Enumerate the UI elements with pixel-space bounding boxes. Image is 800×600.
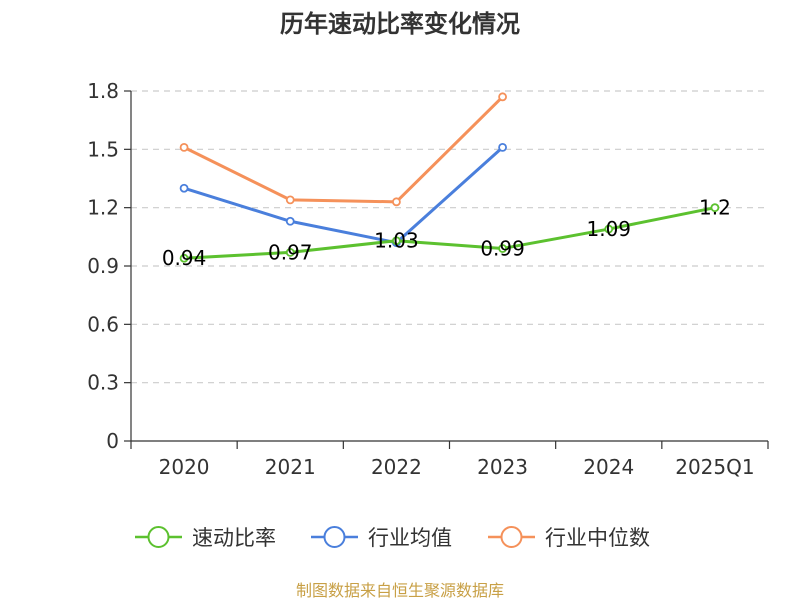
series-2	[179, 92, 507, 207]
legend-marker	[147, 526, 170, 548]
legend-item: 行业中位数	[488, 526, 650, 550]
legend-marker	[500, 526, 523, 548]
y-tick-label: 0.3	[87, 371, 119, 395]
data-point	[604, 224, 614, 234]
data-point	[392, 197, 401, 207]
data-point	[498, 142, 507, 152]
series-0	[179, 203, 720, 263]
data-point	[179, 183, 189, 193]
series-line	[183, 95, 504, 204]
y-tick-label: 1.8	[87, 79, 119, 103]
data-label: 1.03	[374, 229, 419, 253]
y-tick-label: 0.6	[87, 312, 119, 336]
data-label: 1.2	[699, 196, 731, 220]
legend-label: 行业中位数	[545, 526, 650, 550]
x-tick-label: 2024	[583, 455, 634, 479]
data-point	[710, 203, 720, 213]
grid-lines	[131, 90, 768, 384]
legend-marker	[323, 526, 346, 548]
legend: 速动比率 行业均值 行业中位数	[135, 526, 650, 550]
data-point	[179, 253, 189, 263]
y-tick-label: 1.2	[87, 196, 119, 220]
x-tick-label: 2020	[159, 455, 210, 479]
data-label: 1.09	[586, 217, 631, 241]
data-labels: 0.94 0.97 1.03 0.99 1.09 1.2	[162, 196, 731, 271]
y-tick-label: 0.9	[87, 254, 119, 278]
legend-label: 行业均值	[368, 526, 452, 550]
x-tick-label: 2022	[371, 455, 422, 479]
data-point	[392, 236, 401, 246]
data-point	[285, 195, 295, 205]
series-line	[183, 146, 504, 245]
y-tick-label: 1.5	[87, 137, 119, 161]
series-1	[179, 142, 507, 248]
y-tick-label: 0	[106, 429, 119, 453]
data-label: 0.97	[268, 240, 313, 264]
axes: 0 0.3 0.6 0.9 1.2 1.5 1.8 2020 2021 2022 2023 2024 2…	[87, 79, 769, 479]
data-point	[498, 244, 507, 253]
data-point	[498, 92, 507, 102]
data-point	[285, 247, 295, 257]
legend-label: 速动比率	[192, 526, 276, 550]
series-line	[184, 206, 716, 260]
x-tick-label: 2025Q1	[675, 455, 754, 479]
chart-title: 历年速动比率变化情况	[280, 10, 520, 38]
x-tick-label: 2023	[477, 455, 528, 479]
data-label: 0.94	[162, 246, 207, 270]
source-note: 制图数据来自恒生聚源数据库	[296, 581, 504, 600]
series-layer	[179, 92, 720, 263]
data-point	[179, 142, 189, 152]
data-point	[285, 216, 295, 226]
legend-item: 速动比率	[135, 526, 276, 550]
data-label: 0.99	[480, 237, 525, 261]
x-tick-label: 2021	[265, 455, 316, 479]
legend-item: 行业均值	[311, 526, 452, 550]
